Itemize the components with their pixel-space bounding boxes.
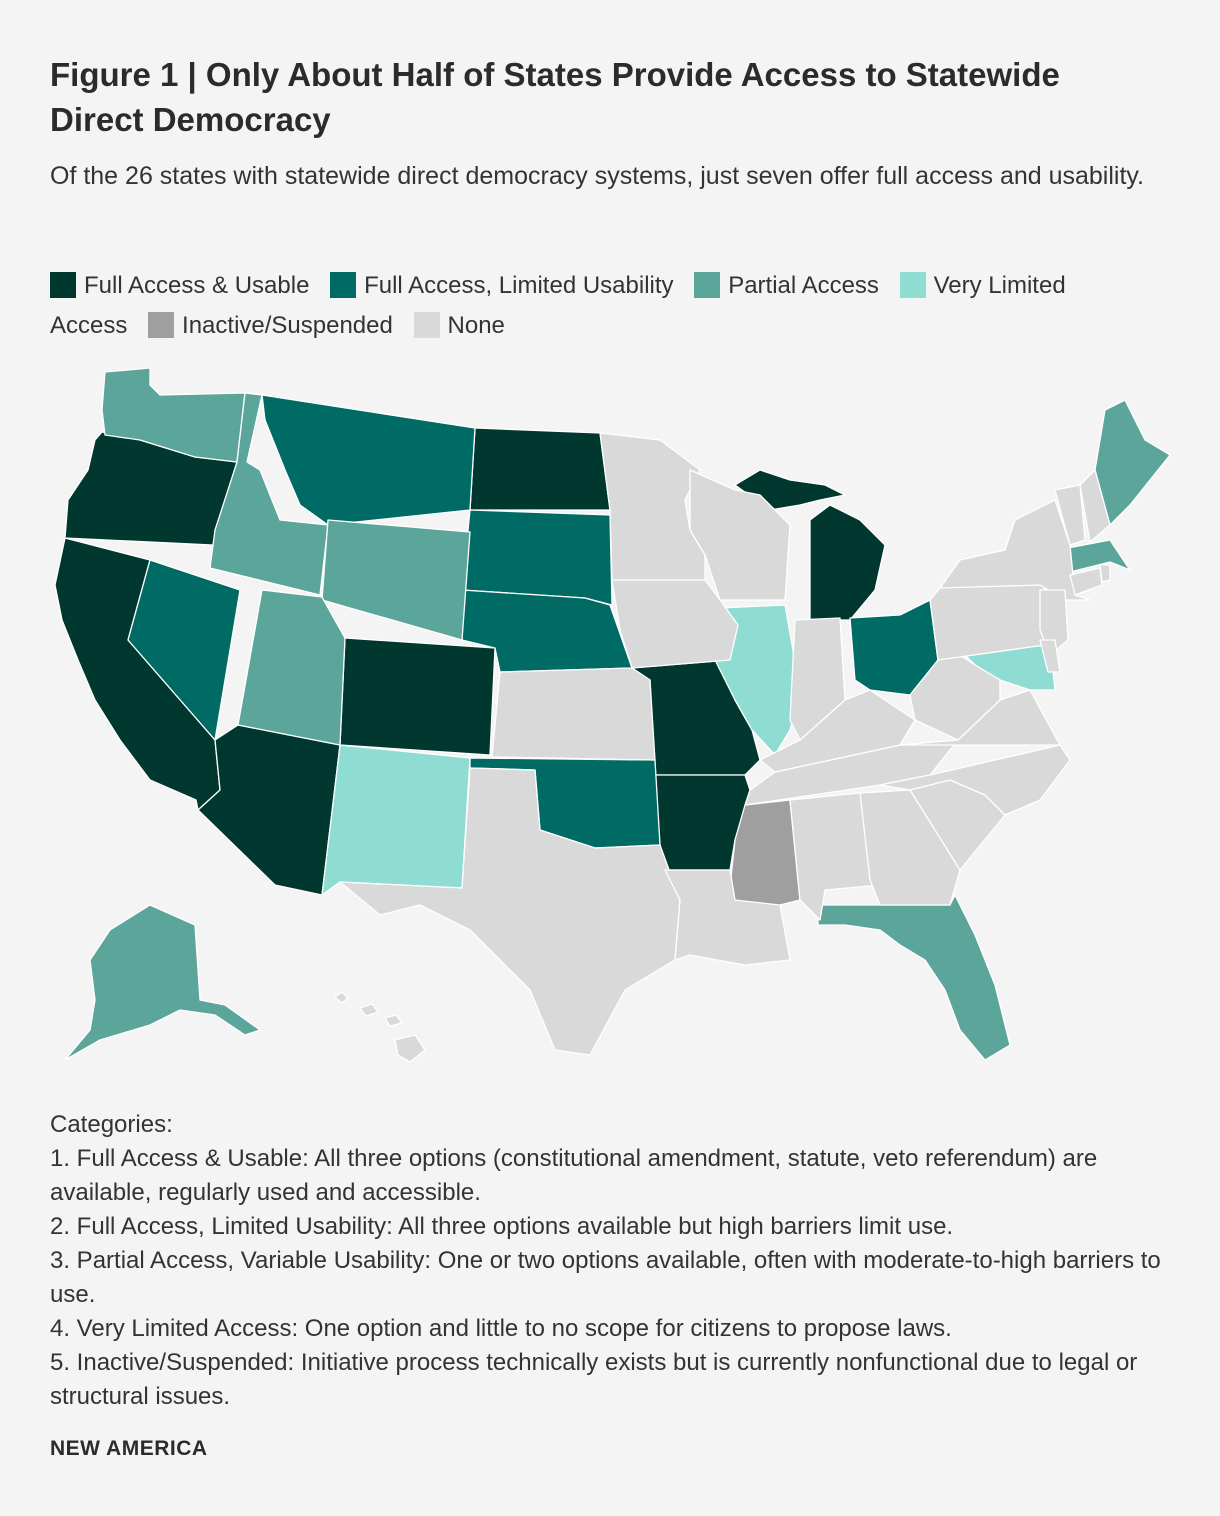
state-new-hampshire	[1079, 469, 1111, 543]
notes-heading: Categories:	[50, 1111, 173, 1138]
state-indiana	[789, 617, 846, 741]
state-minnesota	[599, 432, 706, 581]
notes-item: 1. Full Access & Usable: All three optio…	[50, 1145, 1098, 1206]
state-rhode-island	[1099, 564, 1111, 583]
state-alaska	[64, 904, 261, 1061]
legend-swatch	[330, 272, 357, 298]
state-virginia	[899, 689, 1061, 746]
state-florida	[817, 894, 1011, 1061]
legend-label: None	[447, 312, 505, 339]
state-new-jersey	[1039, 589, 1069, 656]
notes-item: 4. Very Limited Access: One option and l…	[50, 1315, 952, 1342]
legend-item-very-limited: Very Limited Access	[50, 272, 1066, 339]
state-iowa	[611, 579, 739, 669]
state-south-dakota	[461, 509, 613, 606]
legend-item-partial: Partial Access	[694, 272, 879, 299]
legend-item-inactive: Inactive/Suspended	[148, 312, 393, 339]
legend-item-none: None	[413, 312, 505, 339]
state-arizona	[197, 724, 341, 896]
legend-label: Full Access & Usable	[84, 272, 310, 299]
legend-label: Partial Access	[728, 272, 879, 299]
legend-item-full-usable: Full Access & Usable	[50, 272, 309, 299]
figure-title: Figure 1 | Only About Half of States Pro…	[50, 56, 1060, 138]
state-delaware	[1039, 639, 1061, 673]
legend-label: Very Limited Access	[50, 272, 1066, 339]
category-notes: Categories: 1. Full Access & Usable: All…	[50, 1108, 1170, 1414]
state-north-dakota	[469, 427, 611, 511]
state-colorado	[339, 637, 496, 756]
legend-swatch	[148, 312, 175, 338]
legend-swatch	[413, 312, 440, 338]
state-utah	[237, 589, 346, 746]
state-kansas	[491, 667, 656, 761]
figure-subtitle: Of the 26 states with statewide direct d…	[50, 162, 1145, 190]
state-wyoming	[321, 519, 471, 641]
state-north-carolina	[879, 744, 1071, 816]
legend: Full Access & Usable Full Access, Limite…	[50, 266, 1140, 346]
notes-item: 3. Partial Access, Variable Usability: O…	[50, 1247, 1161, 1308]
us-map	[54, 367, 1171, 1063]
legend-item-full-limited: Full Access, Limited Usability	[330, 272, 674, 299]
notes-item: 2. Full Access, Limited Usability: All t…	[50, 1213, 954, 1240]
legend-swatch	[50, 272, 76, 298]
state-nevada	[127, 559, 241, 741]
state-connecticut	[1069, 567, 1103, 596]
legend-label: Inactive/Suspended	[182, 312, 393, 339]
state-idaho	[209, 392, 329, 596]
state-massachusetts	[1067, 539, 1131, 573]
state-vermont	[1054, 484, 1086, 546]
state-new-mexico	[321, 744, 471, 896]
legend-swatch	[899, 272, 926, 298]
state-louisiana	[664, 869, 791, 966]
state-montana	[261, 394, 476, 526]
legend-label: Full Access, Limited Usability	[364, 272, 674, 299]
state-wisconsin	[689, 469, 791, 601]
state-maine	[1094, 399, 1171, 526]
legend-swatch	[694, 272, 721, 298]
source-logo: NEW AMERICA	[50, 1437, 208, 1460]
state-hawaii	[334, 991, 426, 1063]
notes-item: 5. Inactive/Suspended: Initiative proces…	[50, 1349, 1138, 1410]
